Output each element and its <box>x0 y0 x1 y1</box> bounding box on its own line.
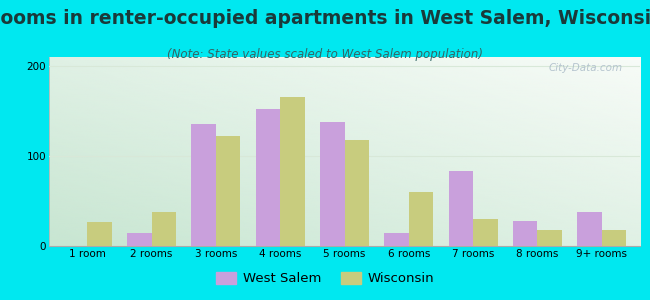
Text: City-Data.com: City-Data.com <box>549 63 623 73</box>
Bar <box>473 219 497 246</box>
Bar <box>384 233 409 246</box>
Bar <box>216 136 240 246</box>
Text: Rooms in renter-occupied apartments in West Salem, Wisconsin: Rooms in renter-occupied apartments in W… <box>0 9 650 28</box>
Bar <box>280 98 305 246</box>
Bar <box>320 122 345 246</box>
Bar <box>409 192 433 246</box>
Bar <box>538 230 562 246</box>
Bar <box>151 212 176 246</box>
Bar <box>192 124 216 246</box>
Bar <box>87 222 112 246</box>
Bar <box>344 140 369 246</box>
Bar <box>256 109 280 246</box>
Bar <box>602 230 626 246</box>
Bar <box>127 232 151 246</box>
Legend: West Salem, Wisconsin: West Salem, Wisconsin <box>211 266 439 290</box>
Text: (Note: State values scaled to West Salem population): (Note: State values scaled to West Salem… <box>167 48 483 61</box>
Bar <box>577 212 602 246</box>
Bar <box>513 221 538 246</box>
Bar <box>448 171 473 246</box>
